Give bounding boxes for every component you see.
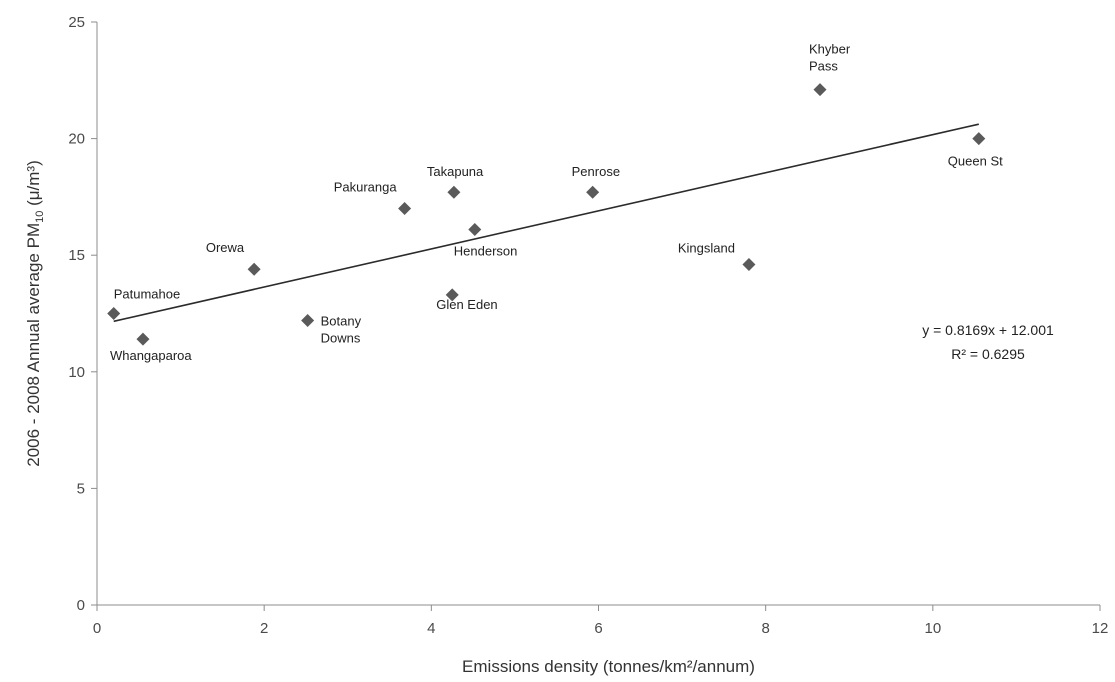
- data-point-label-line: Pass: [809, 59, 838, 74]
- x-axis-title: Emissions density (tonnes/km²/annum): [462, 657, 755, 676]
- data-point-marker: [468, 223, 482, 237]
- point-labels: Patumahoe Whangaparoa Orewa Botany Downs Paku…: [110, 42, 1003, 364]
- data-point-label: Penrose: [572, 164, 620, 179]
- data-point-marker: [247, 262, 261, 276]
- data-point-label-line: Pakuranga: [334, 180, 398, 195]
- data-point-marker: [301, 313, 315, 327]
- y-tick-label: 20: [68, 131, 85, 148]
- data-point-label: Kingsland: [678, 241, 735, 256]
- x-tick-label: 4: [427, 620, 435, 637]
- data-point-label-line: Whangaparoa: [110, 348, 192, 363]
- trendline: [113, 123, 979, 323]
- data-point-label-line: Penrose: [572, 164, 620, 179]
- data-point-label-line: Takapuna: [427, 164, 484, 179]
- x-tick-label: 6: [594, 620, 602, 637]
- data-point-marker: [445, 288, 459, 302]
- y-tick-label: 5: [77, 480, 85, 497]
- data-point-label: Botany Downs: [321, 313, 362, 345]
- data-point-marker: [107, 307, 121, 320]
- data-point-label-line: Kingsland: [678, 241, 735, 256]
- data-point-label-line: Henderson: [454, 244, 518, 259]
- data-point-label-line: Downs: [321, 330, 361, 345]
- data-point-marker: [447, 185, 461, 199]
- y-tick-label: 10: [68, 364, 85, 381]
- data-point-label: Whangaparoa: [110, 348, 192, 363]
- data-point-label: Glen Eden: [436, 297, 497, 312]
- data-point-marker: [813, 83, 827, 97]
- data-point-label: Orewa: [206, 240, 245, 255]
- x-tick-label: 0: [93, 620, 101, 637]
- data-point-marker: [136, 332, 150, 346]
- y-axis-title-subscript: 10: [34, 211, 46, 223]
- y-axis-title-main: 2006 - 2008 Annual average PM: [24, 223, 43, 467]
- trendline-group: [113, 123, 979, 323]
- y-tick-label: 15: [68, 247, 85, 264]
- x-tick-label: 12: [1092, 620, 1109, 637]
- data-point-label: Queen St: [948, 154, 1003, 169]
- data-point-label-line: Khyber: [809, 42, 851, 57]
- y-tick-label: 25: [68, 14, 85, 31]
- data-point-label: Takapuna: [427, 164, 484, 179]
- y-axis-title-unit: (μ/m³): [24, 160, 43, 210]
- data-points: [107, 83, 986, 346]
- data-point-label-line: Orewa: [206, 240, 245, 255]
- data-point-label-line: Botany: [321, 313, 362, 328]
- y-tick-label: 0: [77, 597, 85, 614]
- data-point-marker: [398, 202, 412, 216]
- data-point-label: Pakuranga: [334, 180, 398, 195]
- data-point-label: Khyber Pass: [809, 42, 851, 74]
- trendline-r-squared: R² = 0.6295: [951, 346, 1025, 362]
- trendline-equation: y = 0.8169x + 12.001: [922, 322, 1054, 338]
- x-tick-label: 2: [260, 620, 268, 637]
- data-point-label-line: Queen St: [948, 154, 1003, 169]
- data-point-marker: [972, 132, 986, 146]
- axes: 0 5 10 15 20 25 0 2 4 6 8 10 12: [68, 14, 1108, 637]
- x-tick-label: 10: [924, 620, 941, 637]
- data-point-label: Patumahoe: [114, 287, 181, 302]
- data-point-label-line: Glen Eden: [436, 297, 497, 312]
- x-tick-label: 8: [761, 620, 769, 637]
- data-point-marker: [742, 258, 756, 272]
- data-point-label: Henderson: [454, 244, 518, 259]
- data-point-label-line: Patumahoe: [114, 287, 181, 302]
- data-point-marker: [586, 185, 600, 199]
- y-axis-title: 2006 - 2008 Annual average PM10 (μ/m³): [24, 160, 46, 466]
